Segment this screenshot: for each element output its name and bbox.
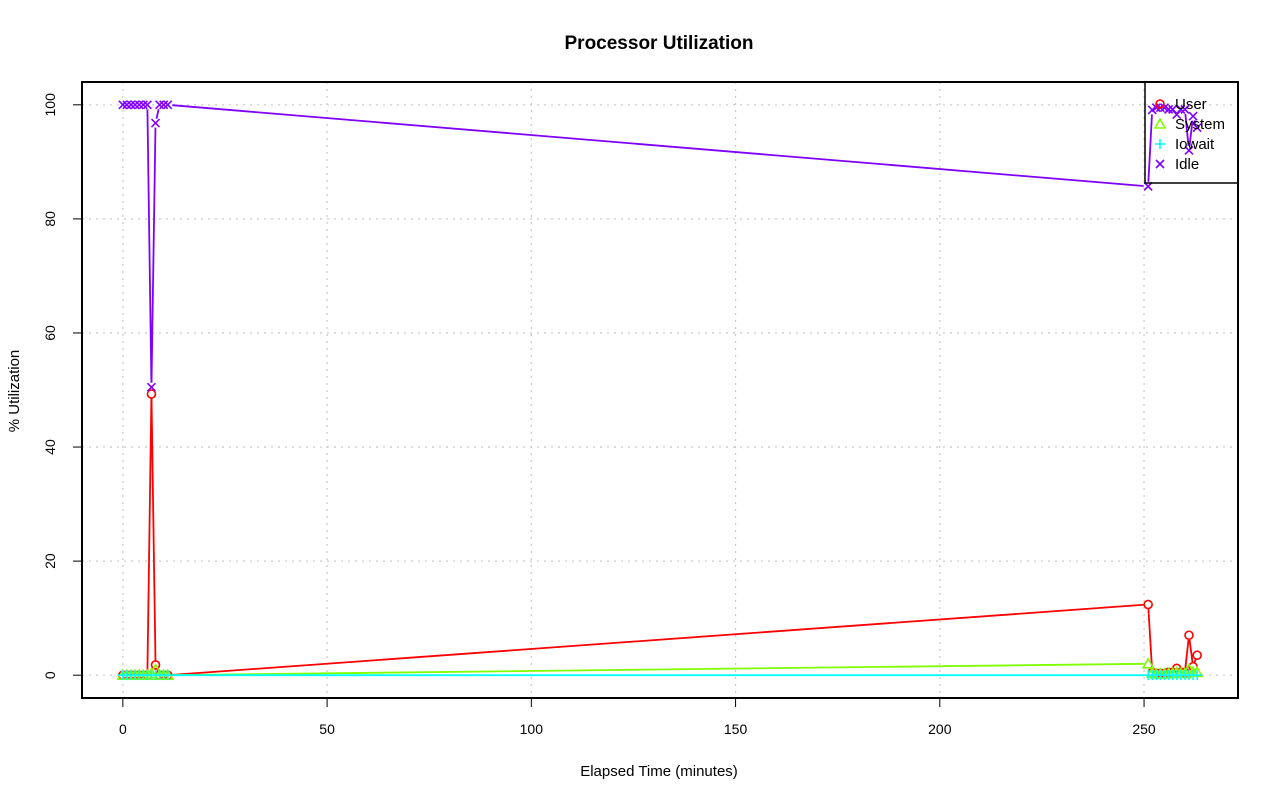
series-user-segment [1147,608,1153,668]
series-idle-segment [1147,114,1153,182]
series-idle-point [138,100,148,110]
series-idle-point [163,100,173,110]
series-idle-point [122,100,132,110]
series-user-segment [146,398,153,671]
x-axis: 0 50 100 150 200 250 [119,697,1156,737]
series-idle-segment [150,127,157,383]
series-idle-segment [172,104,1144,187]
series-idle-point [126,100,136,110]
series-idle-segment [1188,120,1194,147]
series-user-segment [156,668,159,672]
y-tick-label: 80 [42,211,58,227]
series-user-point [1184,630,1194,641]
x-tick-label: 250 [1132,721,1156,737]
series-user [118,389,1202,680]
y-tick-label: 20 [42,553,58,569]
legend-iowait-label: Iowait [1175,136,1215,153]
series-layer [116,100,1204,681]
series-idle-point [1151,103,1161,113]
legend-system-marker [1153,117,1167,129]
series-idle-point [134,100,144,110]
y-axis-label: % Utilization [6,350,23,433]
series-idle-point [150,118,161,128]
legend-user-label: User [1175,96,1207,113]
x-tick-label: 200 [928,721,952,737]
grid [82,82,1238,698]
series-idle-point [1176,104,1186,114]
series-idle-point [1180,104,1190,114]
chart-title: Processor Utilization [565,33,754,54]
series-idle-point [142,100,152,110]
series-user-segment [1188,639,1194,663]
series-iowait-point [1192,670,1203,681]
series-user-segment [1193,659,1197,663]
series-idle-point [1184,145,1194,156]
legend-idle-label: Idle [1175,156,1199,173]
series-idle-point [1163,104,1174,114]
series-user-point [1192,650,1202,661]
legend: User System Iowait Idle [1144,81,1239,184]
plot-frame [81,81,1239,699]
series-idle-point [1192,123,1202,133]
y-tick-label: 40 [42,439,58,455]
legend-idle-marker [1155,159,1165,169]
x-tick-label: 50 [319,721,335,737]
y-axis: 0 20 40 60 80 100 [42,93,83,679]
series-idle-point [130,100,140,110]
legend-system-label: System [1175,116,1225,133]
series-user-segment [172,603,1144,676]
series-idle-point [118,100,128,110]
series-user-segment [1184,639,1190,668]
series-idle-point [146,382,157,392]
legend-box [1144,81,1239,184]
series-user-point [1143,599,1153,610]
series-user-point [150,660,161,670]
series-idle-segment [155,109,160,119]
series-idle-segment [1193,120,1197,124]
series-idle-point [159,100,169,110]
series-idle-segment [146,109,153,383]
series-system-point [1141,657,1155,669]
x-tick-label: 0 [119,721,127,737]
series-idle-segment [1184,113,1190,147]
series-user-segment [150,398,157,661]
series-idle-point [1188,111,1198,121]
y-tick-label: 100 [42,93,58,117]
legend-user-marker [1155,99,1165,109]
series-idle-point [155,100,165,110]
series-iowait-point [162,670,173,681]
x-axis-label: Elapsed Time (minutes) [580,763,738,780]
series-iowait [117,670,1203,681]
series-system-segment [172,662,1144,677]
y-tick-label: 0 [42,671,58,679]
x-tick-label: 100 [520,721,544,737]
legend-iowait-marker [1155,139,1165,149]
y-tick-label: 60 [42,325,58,341]
series-idle [118,100,1202,392]
series-system [116,657,1204,680]
x-tick-label: 150 [724,721,748,737]
series-user-point [146,389,157,399]
